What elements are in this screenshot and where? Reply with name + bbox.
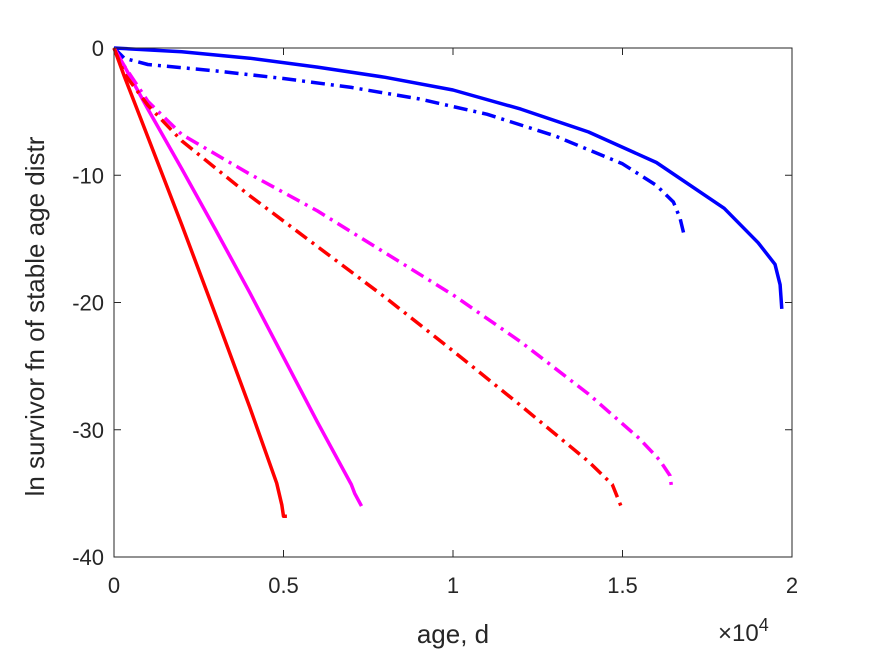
series-line-3 — [112, 47, 364, 507]
ticks-group: 0 0.5 1 1.5 2 0 -10 -20 -30 -40 — [72, 36, 798, 598]
y-tick-label: -20 — [72, 291, 104, 316]
y-tick-label: -30 — [72, 418, 104, 443]
series-line-4 — [112, 47, 674, 489]
x-exponent-power: 4 — [759, 615, 769, 635]
x-tick-label: 1 — [447, 573, 459, 598]
x-tick-label: 0.5 — [268, 573, 299, 598]
x-exponent-base: ×10 — [718, 620, 759, 647]
y-axis-label: ln survivor fn of stable age distr — [20, 136, 50, 496]
series-line-2 — [112, 46, 686, 233]
x-tick-label: 2 — [786, 573, 798, 598]
plot-frame — [113, 47, 793, 558]
x-tick-label: 0 — [108, 573, 120, 598]
y-tick-label: -40 — [72, 545, 104, 570]
y-tick-label: -10 — [72, 163, 104, 188]
series-line-5 — [112, 47, 287, 519]
series-line-1 — [113, 46, 784, 310]
series-line-6 — [112, 47, 625, 511]
x-exponent-label: ×104 — [718, 615, 769, 647]
x-axis-label: age, d — [417, 619, 489, 649]
x-tick-label: 1.5 — [607, 573, 638, 598]
y-tick-label: 0 — [92, 36, 104, 61]
series-group — [112, 46, 784, 519]
